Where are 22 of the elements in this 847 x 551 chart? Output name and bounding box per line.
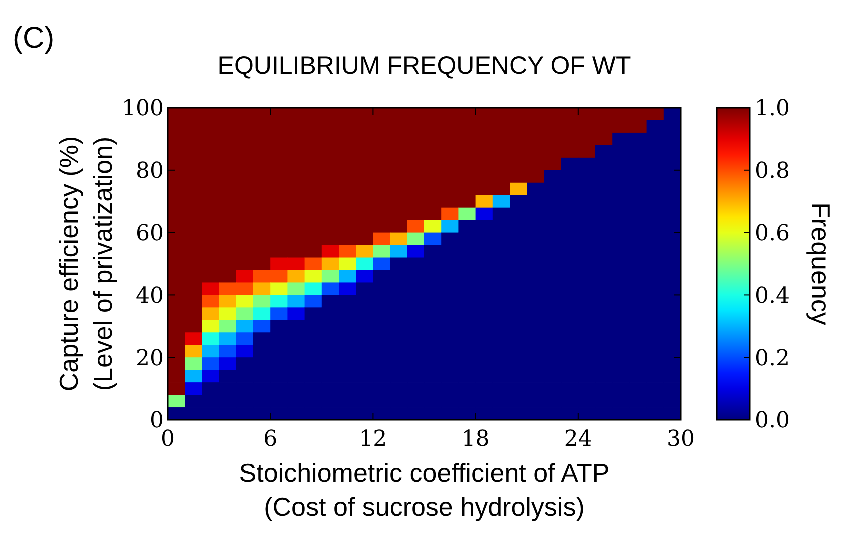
x-tick-label: 30 (667, 427, 695, 452)
text: (C) (13, 22, 55, 55)
color-bar-label: 1.0 (755, 96, 790, 122)
color-bar-label: 0.4 (755, 284, 790, 309)
color-bar-label: 0.8 (755, 159, 790, 184)
x-tick-label: 18 (462, 427, 490, 452)
x-axis-title: Stoichiometric coefficient of ATP (Cost of sucrose hydrolysis) (239, 458, 610, 522)
y-tick-label: 40 (136, 284, 164, 309)
y-tick-label: 60 (136, 222, 164, 246)
color-bar-label: 0.6 (755, 222, 790, 246)
chart-title: EQUILIBRIUM FREQUENCY OF WT (218, 52, 632, 80)
y-tick-label: 100 (122, 96, 164, 122)
color-bar-label: 0.2 (755, 346, 790, 372)
color-bar-title: Frequency (806, 202, 836, 326)
x-tick-label: 24 (564, 427, 592, 452)
x-tick-label: 6 (264, 427, 278, 452)
x-tick-label: 12 (359, 427, 388, 452)
y-tick-label: 20 (136, 346, 164, 372)
y-tick-label: 0 (150, 408, 164, 434)
y-tick-label: 80 (136, 159, 164, 184)
y-axis-title: Capture efficiency (%) (Level of privatization) (54, 136, 118, 392)
color-bar-label: 0.0 (755, 408, 790, 434)
